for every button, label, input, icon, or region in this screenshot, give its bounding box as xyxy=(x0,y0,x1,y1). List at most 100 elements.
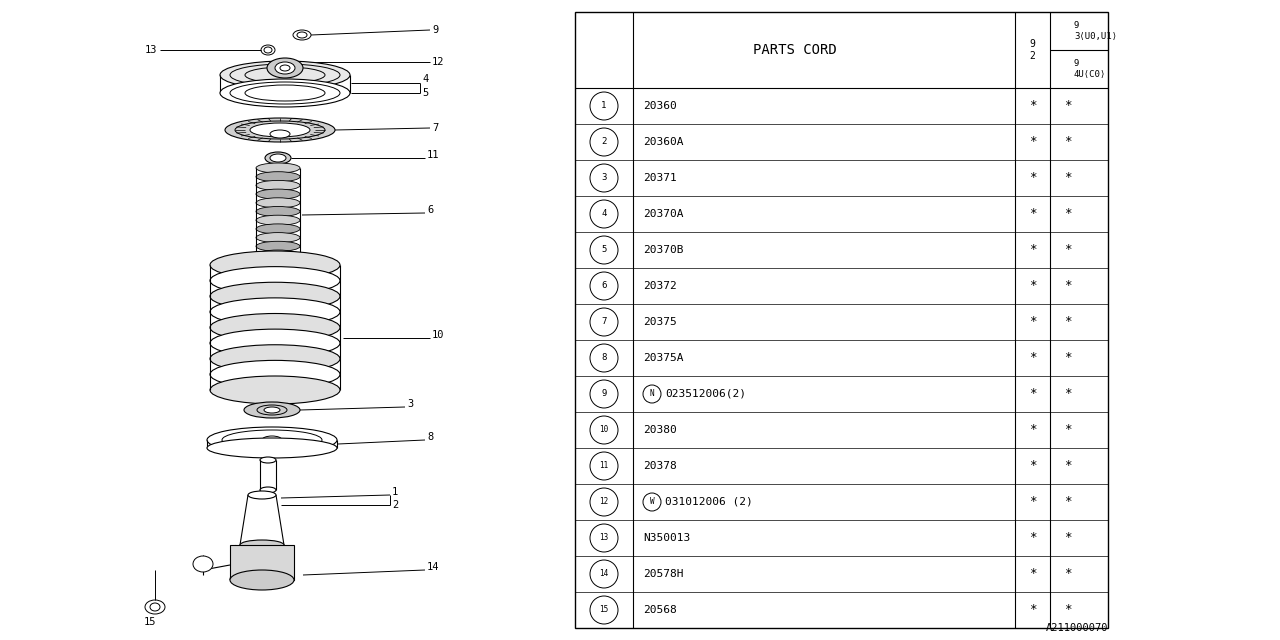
Ellipse shape xyxy=(230,570,294,590)
Circle shape xyxy=(590,596,618,624)
Text: *: * xyxy=(1064,604,1071,616)
Circle shape xyxy=(590,164,618,192)
Text: 20568: 20568 xyxy=(643,605,677,615)
Text: 20378: 20378 xyxy=(643,461,677,471)
Circle shape xyxy=(590,128,618,156)
Ellipse shape xyxy=(207,427,337,453)
Ellipse shape xyxy=(256,207,300,216)
Text: 10: 10 xyxy=(599,426,608,435)
Text: 031012006 (2): 031012006 (2) xyxy=(666,497,753,507)
Text: 9: 9 xyxy=(433,25,438,35)
Ellipse shape xyxy=(241,540,284,550)
Ellipse shape xyxy=(264,47,273,53)
Ellipse shape xyxy=(221,430,323,450)
Text: *: * xyxy=(1064,316,1071,328)
Ellipse shape xyxy=(225,118,335,142)
Ellipse shape xyxy=(256,163,300,173)
Text: *: * xyxy=(1029,531,1037,545)
Text: *: * xyxy=(1064,387,1071,401)
Bar xyxy=(575,12,1108,628)
Ellipse shape xyxy=(257,405,287,415)
Text: 20360A: 20360A xyxy=(643,137,684,147)
Ellipse shape xyxy=(256,224,300,234)
Circle shape xyxy=(590,416,618,444)
Text: *: * xyxy=(1029,568,1037,580)
Circle shape xyxy=(590,560,618,588)
Ellipse shape xyxy=(248,491,276,499)
Text: *: * xyxy=(1064,531,1071,545)
Circle shape xyxy=(590,524,618,552)
Text: *: * xyxy=(1064,243,1071,257)
Text: *: * xyxy=(1029,99,1037,113)
Text: 11: 11 xyxy=(428,150,439,160)
Ellipse shape xyxy=(280,65,291,71)
Text: 20578H: 20578H xyxy=(643,569,684,579)
Ellipse shape xyxy=(261,45,275,55)
Text: 2: 2 xyxy=(602,138,607,147)
Ellipse shape xyxy=(210,376,340,404)
Ellipse shape xyxy=(244,402,300,418)
Text: 12: 12 xyxy=(433,57,444,67)
Ellipse shape xyxy=(210,360,340,388)
Ellipse shape xyxy=(145,600,165,614)
Text: *: * xyxy=(1064,99,1071,113)
Text: 20372: 20372 xyxy=(643,281,677,291)
Ellipse shape xyxy=(244,67,325,83)
Ellipse shape xyxy=(220,61,349,89)
Text: *: * xyxy=(1029,316,1037,328)
Text: *: * xyxy=(1064,207,1071,221)
Text: *: * xyxy=(1029,424,1037,436)
Text: 13: 13 xyxy=(145,45,157,55)
Text: 023512006(2): 023512006(2) xyxy=(666,389,746,399)
Ellipse shape xyxy=(260,487,276,493)
Circle shape xyxy=(590,92,618,120)
Text: 4: 4 xyxy=(422,74,429,84)
Ellipse shape xyxy=(230,82,340,104)
Ellipse shape xyxy=(256,172,300,182)
Ellipse shape xyxy=(210,345,340,372)
Ellipse shape xyxy=(210,251,340,279)
Circle shape xyxy=(590,308,618,336)
Text: *: * xyxy=(1029,495,1037,509)
Text: PARTS CORD: PARTS CORD xyxy=(753,43,837,57)
Text: N: N xyxy=(650,390,654,399)
Ellipse shape xyxy=(275,62,294,74)
Text: 3: 3 xyxy=(407,399,413,409)
Ellipse shape xyxy=(244,85,325,101)
Ellipse shape xyxy=(293,30,311,40)
Text: *: * xyxy=(1029,243,1037,257)
Text: *: * xyxy=(1064,136,1071,148)
Text: *: * xyxy=(1029,136,1037,148)
Text: 7: 7 xyxy=(602,317,607,326)
Ellipse shape xyxy=(256,250,300,260)
Ellipse shape xyxy=(265,152,291,164)
Text: 5: 5 xyxy=(422,88,429,98)
Bar xyxy=(230,545,294,580)
Text: *: * xyxy=(1029,460,1037,472)
Circle shape xyxy=(590,272,618,300)
Text: 11: 11 xyxy=(599,461,608,470)
Text: 20370B: 20370B xyxy=(643,245,684,255)
Text: 20375: 20375 xyxy=(643,317,677,327)
Circle shape xyxy=(590,236,618,264)
Circle shape xyxy=(590,488,618,516)
Ellipse shape xyxy=(268,58,303,78)
Ellipse shape xyxy=(210,314,340,342)
Text: 13: 13 xyxy=(599,534,608,543)
Ellipse shape xyxy=(210,298,340,326)
Ellipse shape xyxy=(256,198,300,208)
Text: *: * xyxy=(1029,351,1037,365)
Text: 20375A: 20375A xyxy=(643,353,684,363)
Ellipse shape xyxy=(270,130,291,138)
Text: *: * xyxy=(1064,172,1071,184)
Circle shape xyxy=(643,493,660,511)
Text: 12: 12 xyxy=(599,497,608,506)
Text: W: W xyxy=(650,497,654,506)
Ellipse shape xyxy=(270,154,285,162)
Ellipse shape xyxy=(256,232,300,243)
Ellipse shape xyxy=(250,123,310,137)
Circle shape xyxy=(643,385,660,403)
Text: 4: 4 xyxy=(602,209,607,218)
Text: *: * xyxy=(1064,568,1071,580)
Ellipse shape xyxy=(256,189,300,199)
